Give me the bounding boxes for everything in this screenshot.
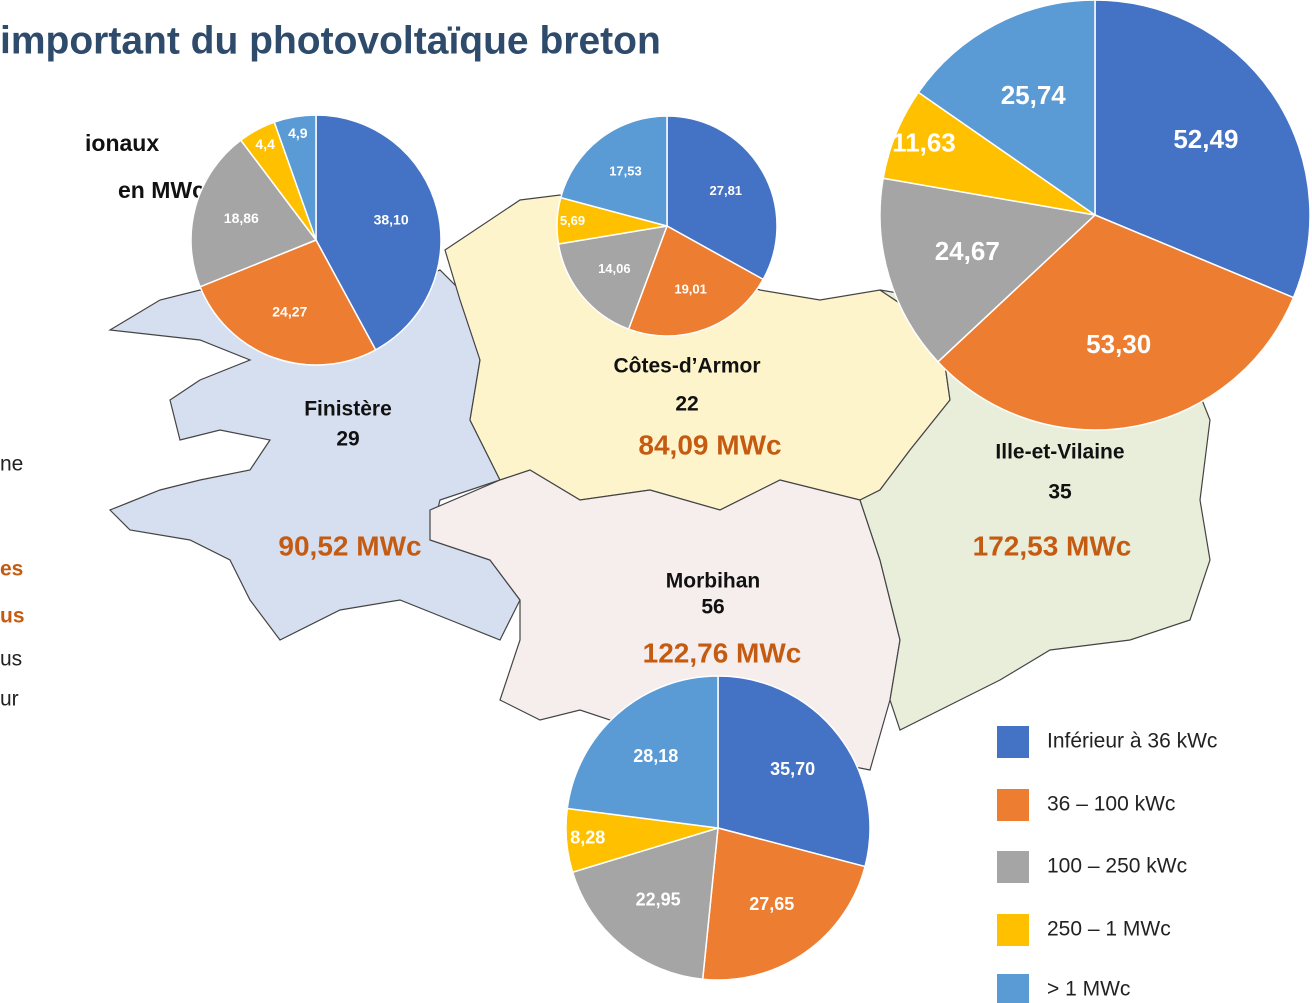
pie-value-label: 35,70 — [770, 759, 815, 779]
pie-slice — [717, 675, 871, 868]
pie-slice — [936, 214, 1295, 431]
region-name: Morbihan — [666, 570, 761, 593]
legend-label: 36 – 100 kWc — [1047, 793, 1175, 816]
pie-slice — [879, 177, 1097, 363]
legend-swatch — [997, 789, 1029, 821]
left-text: ur — [0, 688, 19, 711]
region-number: 29 — [336, 428, 359, 451]
pie-slice — [571, 826, 719, 981]
legend-swatch — [997, 914, 1029, 946]
legend-label: 100 – 250 kWc — [1047, 855, 1187, 878]
pie-slice — [559, 115, 668, 227]
left-text: us — [0, 605, 25, 628]
legend-swatch — [997, 851, 1029, 883]
region-total: 84,09 MWc — [638, 429, 781, 460]
pie-value-label: 24,67 — [935, 236, 1000, 266]
title: important du photovoltaïque breton — [0, 19, 661, 62]
legend-label: > 1 MWc — [1047, 978, 1130, 1001]
region-name: Finistère — [304, 398, 392, 421]
pie-value-label: 14,06 — [598, 261, 631, 276]
pie-slice — [917, 0, 1096, 217]
left-text: us — [0, 648, 22, 671]
region-total: 90,52 MWc — [278, 530, 421, 561]
pie-slice — [199, 239, 377, 366]
pie-value-label: 8,28 — [570, 828, 605, 848]
region-number: 22 — [675, 393, 698, 416]
pie-value-label: 25,74 — [1001, 80, 1067, 110]
pie-slice — [627, 224, 765, 337]
pie-value-label: 5,69 — [560, 213, 585, 228]
region-name: Ille-et-Vilaine — [995, 441, 1124, 464]
pie-value-label: 4,9 — [288, 125, 308, 141]
legend-swatch — [997, 974, 1029, 1003]
pie-slice — [666, 115, 778, 281]
pie-slice — [315, 114, 442, 351]
pie-value-label: 19,01 — [674, 281, 707, 296]
pie-slice — [190, 139, 318, 288]
pie-value-label: 4,4 — [255, 136, 275, 152]
region-number: 35 — [1048, 481, 1072, 504]
region-name: Côtes-d’Armor — [613, 355, 760, 378]
pie-value-label: 24,27 — [272, 304, 307, 320]
pie-value-label: 27,65 — [749, 894, 794, 914]
pie-value-label: 38,10 — [374, 212, 409, 228]
left-text: ne — [0, 453, 23, 476]
left-text: es — [0, 558, 23, 581]
legend-label: Inférieur à 36 kWc — [1047, 730, 1217, 753]
pie-slice — [701, 827, 866, 981]
pie-value-label: 22,95 — [636, 890, 681, 910]
pie-slice — [566, 675, 719, 829]
pie-value-label: 52,49 — [1173, 124, 1238, 154]
pie-value-label: 53,30 — [1086, 329, 1151, 359]
left-text: ionaux — [85, 130, 159, 156]
pie-value-label: 27,81 — [710, 183, 743, 198]
left-text-main: en MWc — [118, 177, 205, 203]
legend-swatch — [997, 726, 1029, 758]
region-total: 122,76 MWc — [643, 637, 802, 668]
pie-slice — [1094, 0, 1311, 299]
pie-slice — [273, 114, 317, 241]
region-number: 56 — [701, 596, 724, 619]
pie-value-label: 11,63 — [892, 128, 956, 158]
region-total: 172,53 MWc — [973, 530, 1132, 561]
pie-value-label: 17,53 — [609, 163, 642, 178]
pie-value-label: 28,18 — [633, 746, 678, 766]
legend-label: 250 – 1 MWc — [1047, 918, 1171, 941]
pie-slice — [557, 225, 669, 331]
pie-value-label: 18,86 — [224, 210, 259, 226]
